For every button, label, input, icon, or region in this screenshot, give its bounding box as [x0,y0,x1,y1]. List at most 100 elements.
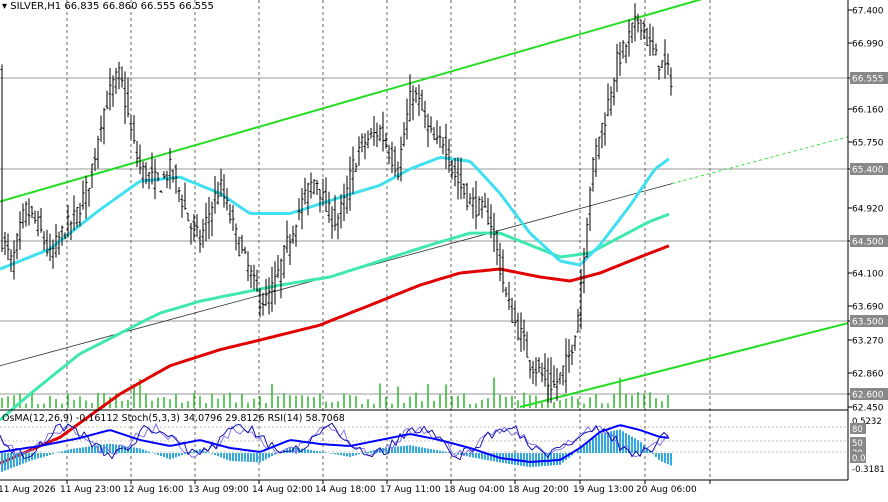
level-tag [850,315,888,327]
indicator-header: OsMA(12,26,9) -0.16112 Stoch(5,3,3) 34.0… [2,413,345,424]
indicator-tag [850,423,866,434]
price-bar [561,365,565,386]
indicator-tag [850,452,866,463]
price-bar [141,161,145,189]
price-bar [363,133,367,160]
price-bar [198,229,202,253]
price-bar [387,144,391,165]
price-bar [108,67,112,111]
price-bar [42,231,46,251]
price-bar [360,133,364,153]
stoch-main-line [0,422,669,461]
price-bar [468,193,472,205]
price-bar [183,182,187,210]
price-bar [384,133,388,149]
price-bar [417,84,421,117]
price-bar [216,181,220,205]
price-bar [33,210,37,224]
price-bar [597,136,601,160]
x-tick-label: 20 Aug 06:00 [636,485,697,495]
price-bar [483,192,487,208]
price-bar [489,204,493,239]
price-bar [72,195,76,231]
price-bar [147,171,151,190]
price-bar [231,205,235,231]
price-bar [432,126,436,140]
price-bar [354,162,358,172]
y-tick-label: 64.500 [852,238,884,248]
price-bar [87,187,91,207]
price-bar [3,232,7,255]
price-bar [579,268,583,330]
price-bar [510,297,514,323]
price-bar [111,75,115,107]
price-bar [372,115,376,147]
x-tick-label: 18 Aug 20:00 [508,485,569,495]
price-bar [39,208,43,233]
price-bar [102,107,106,145]
level-tag [850,235,888,247]
level-tag [850,388,888,400]
price-bar [423,100,427,129]
price-bar [291,225,295,244]
price-bar [576,308,580,333]
price-bar [318,188,322,213]
price-bar [342,183,346,222]
price-bar [393,146,397,177]
price-bar [558,372,562,385]
price-bar [258,287,262,318]
price-bar [228,203,232,224]
dropdown-icon[interactable]: ▾ [2,1,8,12]
ema-mid-line [0,212,670,422]
price-bar [330,206,334,239]
price-bar [582,247,586,294]
price-bar [114,67,118,94]
price-bar [471,187,475,219]
price-bar [180,194,184,218]
price-bar [96,135,100,169]
indicator-tick-label: 0.5232 [852,417,882,427]
ema-slow-line [0,244,670,465]
indicator-tag [850,437,866,448]
y-tick-label: 65.750 [852,139,884,149]
x-tick-label: 11 Aug 2026 [0,485,56,495]
price-bar [465,182,469,211]
price-bar [219,168,223,197]
price-bar [381,111,385,152]
price-bar [69,220,73,241]
price-bar [348,156,352,211]
price-bar [48,233,52,262]
price-bar [411,85,415,121]
price-bar [261,292,265,316]
price-bar [243,246,247,255]
price-bar [105,90,109,109]
price-bar [522,319,526,351]
y-tick-label: 62.450 [852,404,884,414]
price-bar [222,174,226,208]
y-tick-label: 66.990 [852,40,884,50]
price-bar [540,362,544,383]
x-tick-label: 13 Aug 09:00 [188,485,249,495]
price-bar [30,205,34,219]
price-bar [345,175,349,214]
price-bar [6,233,10,261]
price-bar [624,43,628,64]
price-bar [519,312,523,352]
y-tick-label: 64.100 [852,270,884,280]
x-tick-label: 18 Aug 04:00 [444,485,505,495]
price-bar [495,229,499,266]
price-bar [297,198,301,221]
price-bar [207,197,211,240]
price-bar [375,122,379,148]
price-bar [444,123,448,169]
price-bar [501,249,505,293]
price-bar [441,137,445,155]
rsi-line [0,424,670,463]
price-bar [357,136,361,166]
price-bar [666,53,670,76]
price-bar [138,144,142,175]
y-tick-label: 65.400 [852,166,884,176]
price-bar [321,178,325,206]
